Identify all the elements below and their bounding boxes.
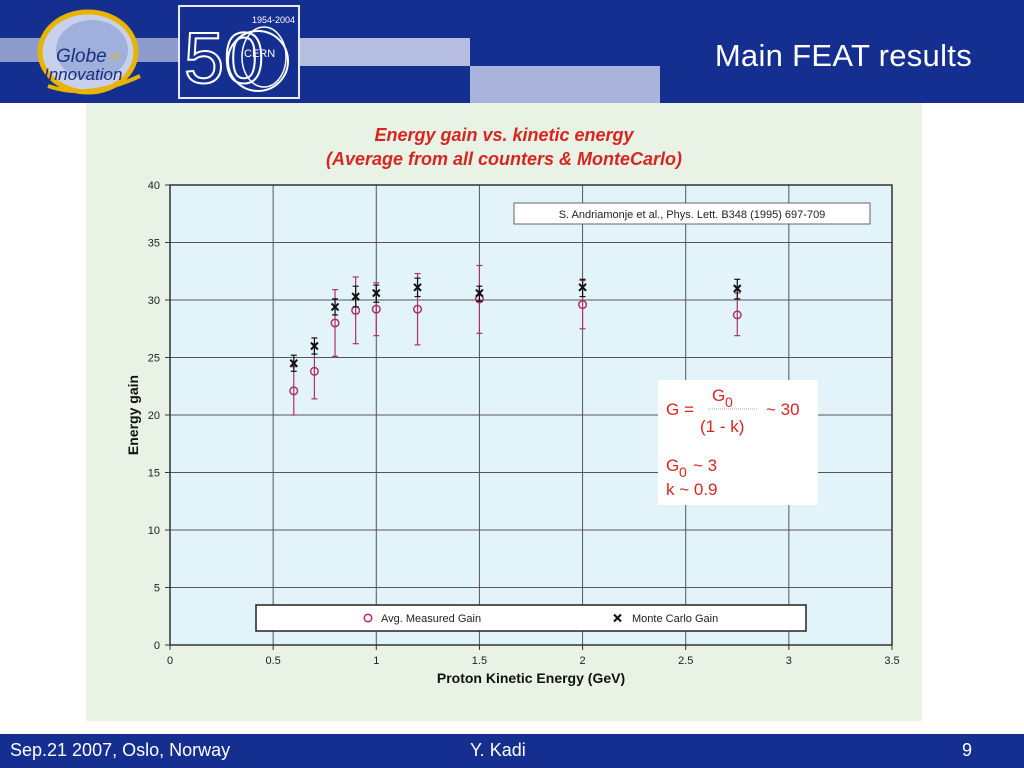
y-tick-label: 40 — [148, 180, 160, 192]
measured-point — [578, 300, 588, 310]
measured-point — [330, 318, 340, 328]
slide-title: Main FEAT results — [714, 38, 972, 73]
legend-montecarlo-marker — [613, 613, 622, 623]
formula-approx-value: ~ 30 — [766, 400, 800, 419]
footer-date-location: Sep.21 2007, Oslo, Norway — [10, 740, 231, 760]
montecarlo-point-stroke — [475, 288, 484, 298]
legend-measured-marker — [363, 613, 373, 623]
montecarlo-point-stroke — [413, 283, 422, 292]
montecarlo-point — [372, 288, 381, 298]
montecarlo-point-stroke — [289, 359, 298, 368]
montecarlo-point-stroke — [578, 283, 587, 292]
energy-gain-chart: 0 0.5 1 1.5 2 2.5 3 3.5 0 5 10 15 20 25 30 35 40 Proton K… — [125, 180, 900, 686]
formula-denominator: (1 - k) — [700, 417, 744, 436]
slide-header: Globe of Innovation 1954-2004 50 CERN Ma… — [0, 0, 1024, 103]
y-tick-label: 0 — [154, 640, 160, 652]
formula-gain-prefix: G = — [666, 400, 694, 419]
page-number: 9 — [961, 740, 972, 760]
x-tick-label: 3 — [786, 655, 792, 667]
chart-title: Energy gain vs. kinetic energy — [374, 125, 634, 145]
header-stripe — [470, 66, 660, 103]
legend-montecarlo-label: Monte Carlo Gain — [632, 613, 718, 625]
montecarlo-point — [310, 341, 319, 351]
y-axis-label: Energy gain — [125, 375, 141, 455]
montecarlo-point — [289, 359, 298, 368]
formula-k-value: k ~ 0.9 — [666, 480, 718, 499]
x-tick-label: 2 — [580, 655, 586, 667]
svg-text:CERN: CERN — [244, 48, 275, 60]
formula-g0: G — [666, 456, 679, 475]
montecarlo-point — [413, 283, 422, 292]
y-tick-label: 35 — [148, 238, 160, 250]
svg-text:Globe: Globe — [56, 46, 107, 67]
measured-point — [309, 366, 319, 376]
formula-g0-subscript: 0 — [679, 464, 687, 480]
montecarlo-point — [578, 283, 587, 292]
chart-subtitle: (Average from all counters & MonteCarlo) — [325, 149, 683, 169]
x-tick-label: 1 — [373, 655, 379, 667]
y-tick-label: 15 — [148, 468, 160, 480]
header-stripe — [300, 38, 470, 66]
x-tick-label: 2.5 — [678, 655, 693, 667]
montecarlo-point — [475, 288, 484, 298]
x-tick-label: 0 — [167, 655, 173, 667]
montecarlo-point — [330, 302, 340, 312]
y-tick-label: 30 — [148, 295, 160, 307]
x-tick-label: 1.5 — [472, 655, 487, 667]
formula-numerator-subscript: 0 — [725, 394, 733, 410]
measured-point — [412, 304, 423, 314]
x-tick-label: 0.5 — [265, 655, 280, 667]
svg-text:of: of — [110, 52, 120, 63]
formula-box — [658, 380, 818, 505]
y-tick-label: 10 — [148, 525, 160, 537]
montecarlo-point — [733, 284, 742, 293]
y-tick-label: 5 — [154, 583, 160, 595]
legend-measured-label: Avg. Measured Gain — [381, 613, 481, 625]
montecarlo-point-stroke — [372, 288, 381, 298]
cern-50-logo: 1954-2004 50 CERN — [178, 5, 300, 100]
x-axis-label: Proton Kinetic Energy (GeV) — [437, 670, 625, 686]
measured-point — [371, 304, 381, 314]
formula-numerator: G — [712, 386, 725, 405]
x-tick-label: 3.5 — [884, 655, 899, 667]
svg-text:Innovation: Innovation — [44, 65, 122, 84]
formula-g0-value: ~ 3 — [693, 456, 717, 475]
globe-of-innovation-logo: Globe of Innovation — [37, 9, 141, 95]
montecarlo-point-stroke — [310, 341, 319, 351]
chart-figure: Energy gain vs. kinetic energy (Average … — [86, 103, 922, 721]
legend-montecarlo-stroke — [613, 613, 622, 623]
reference-box — [513, 202, 871, 225]
measured-point — [732, 310, 742, 320]
reference-text: S. Andriamonje et al., Phys. Lett. B348 … — [559, 209, 826, 221]
montecarlo-point-stroke — [330, 302, 340, 312]
slide-footer: Sep.21 2007, Oslo, Norway Y. Kadi 9 — [0, 734, 1024, 768]
y-tick-label: 25 — [148, 353, 160, 365]
svg-text:1954-2004: 1954-2004 — [252, 15, 295, 25]
montecarlo-point — [351, 292, 360, 301]
footer-author: Y. Kadi — [470, 740, 526, 760]
measured-point — [289, 386, 299, 396]
montecarlo-point-stroke — [351, 292, 360, 301]
legend-box — [255, 604, 807, 632]
montecarlo-point-stroke — [733, 284, 742, 293]
y-tick-label: 20 — [148, 410, 160, 422]
